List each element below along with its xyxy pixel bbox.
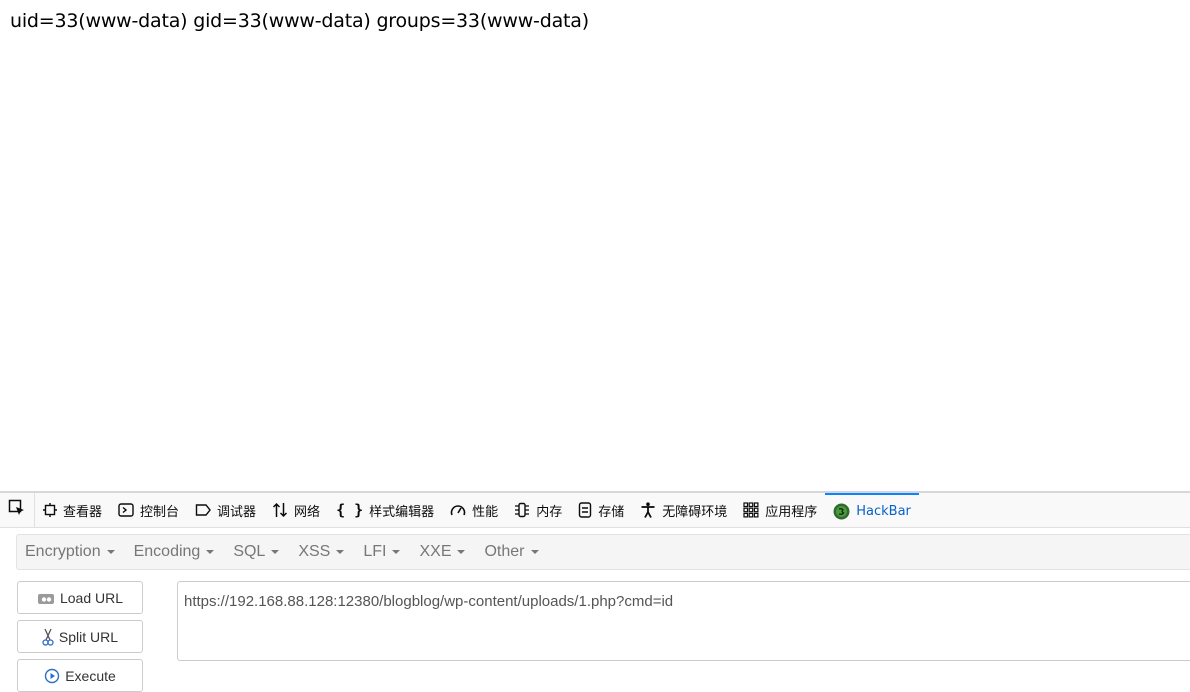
hackbar-menu: Encryption Encoding SQL XSS LFI XXE Othe… <box>16 534 1190 570</box>
tab-console[interactable]: 控制台 <box>110 493 187 527</box>
network-icon <box>272 502 288 518</box>
menu-label: Encoding <box>133 543 201 560</box>
tab-label: 内存 <box>536 504 563 520</box>
element-picker-icon <box>8 499 26 522</box>
devtools-panel: 查看器 控制台 调试器 网络 { } 样式编辑器 性能 内存 存储 <box>0 491 1190 692</box>
load-url-button[interactable]: Load URL <box>17 581 143 614</box>
style-editor-icon: { } <box>336 501 364 519</box>
command-output: uid=33(www-data) gid=33(www-data) groups… <box>10 10 589 32</box>
tab-label: 性能 <box>472 504 499 520</box>
load-url-label: Load URL <box>59 589 124 606</box>
tab-label: HackBar <box>856 503 911 519</box>
devtools-toolbar: 查看器 控制台 调试器 网络 { } 样式编辑器 性能 内存 存储 <box>0 493 1190 528</box>
inspector-icon <box>43 503 57 517</box>
tab-application[interactable]: 应用程序 <box>735 493 825 527</box>
menu-xss[interactable]: XSS <box>290 543 355 561</box>
menu-other[interactable]: Other <box>476 543 549 561</box>
caret-down-icon <box>336 550 345 554</box>
menu-label: Other <box>484 543 525 560</box>
caret-down-icon <box>530 550 539 554</box>
tab-debugger[interactable]: 调试器 <box>187 493 264 527</box>
tab-hackbar[interactable]: HackBar <box>825 493 919 527</box>
tab-label: 调试器 <box>217 504 257 520</box>
menu-sql[interactable]: SQL <box>225 543 290 561</box>
tab-label: 查看器 <box>63 504 103 520</box>
menu-label: XXE <box>419 543 452 560</box>
tab-label: 存储 <box>598 504 625 520</box>
menu-label: XSS <box>298 543 331 560</box>
tab-network[interactable]: 网络 <box>264 493 328 527</box>
element-picker-button[interactable] <box>0 493 35 527</box>
caret-down-icon <box>457 550 466 554</box>
application-icon <box>743 502 759 518</box>
menu-label: LFI <box>363 543 387 560</box>
caret-down-icon <box>392 550 401 554</box>
scissors-icon <box>42 628 54 646</box>
accessibility-icon <box>640 502 656 518</box>
menu-label: SQL <box>233 543 266 560</box>
tab-label: 控制台 <box>140 504 180 520</box>
tab-memory[interactable]: 内存 <box>506 493 570 527</box>
caret-down-icon <box>206 550 215 554</box>
menu-lfi[interactable]: LFI <box>355 543 411 561</box>
tab-label: 应用程序 <box>765 504 818 520</box>
caret-down-icon <box>106 550 115 554</box>
menu-xxe[interactable]: XXE <box>411 543 476 561</box>
hackbar-icon <box>833 503 850 520</box>
tab-inspector[interactable]: 查看器 <box>35 493 110 527</box>
split-url-label: Split URL <box>58 628 119 645</box>
storage-icon <box>578 502 592 518</box>
tab-storage[interactable]: 存储 <box>570 493 632 527</box>
tab-label: 网络 <box>294 504 321 520</box>
performance-icon <box>450 503 466 517</box>
tab-label: 无障碍环境 <box>662 504 728 520</box>
tab-performance[interactable]: 性能 <box>442 493 506 527</box>
menu-encryption[interactable]: Encryption <box>17 543 126 561</box>
tab-style-editor[interactable]: { } 样式编辑器 <box>328 493 442 527</box>
split-url-button[interactable]: Split URL <box>17 620 143 653</box>
memory-icon <box>514 502 530 518</box>
debugger-icon <box>195 503 211 517</box>
menu-label: Encryption <box>25 543 101 560</box>
tab-accessibility[interactable]: 无障碍环境 <box>632 493 735 527</box>
caret-down-icon <box>271 550 280 554</box>
url-textarea[interactable]: https://192.168.88.128:12380/blogblog/wp… <box>177 581 1190 661</box>
load-url-icon <box>37 591 55 605</box>
tab-label: 样式编辑器 <box>369 504 435 520</box>
console-icon <box>118 503 134 517</box>
menu-encoding[interactable]: Encoding <box>126 543 226 561</box>
